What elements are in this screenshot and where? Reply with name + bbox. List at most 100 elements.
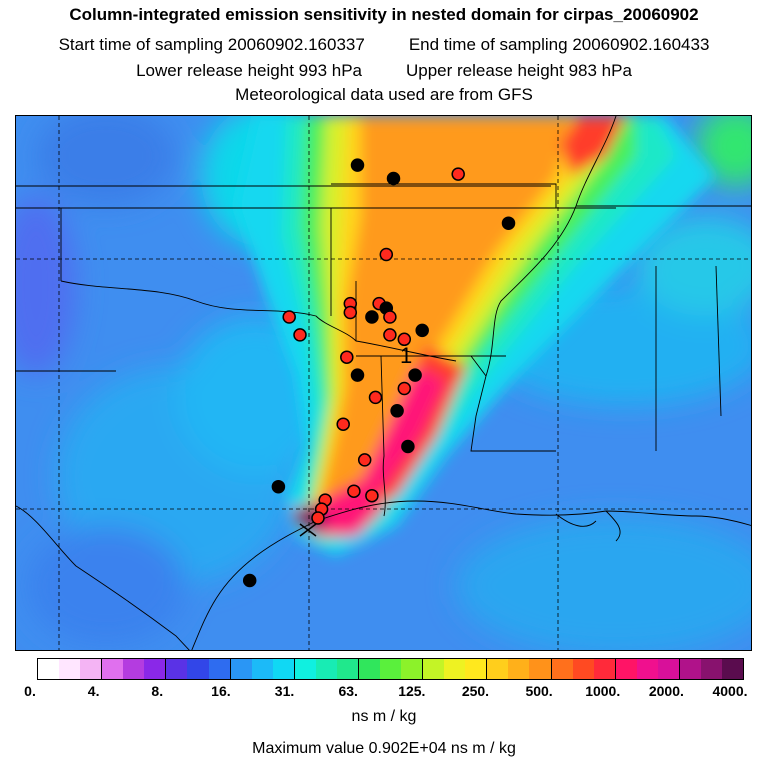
red-station-marker: [357, 453, 372, 467]
red-station-marker: [397, 381, 412, 396]
colorbar-segment: [357, 659, 380, 679]
red-station-marker: [293, 328, 307, 342]
border-ar-north: [331, 183, 557, 208]
colorbar-segment: [529, 659, 551, 679]
upper-release: Upper release height 983 hPa: [406, 60, 632, 82]
black-station-marker: [390, 404, 404, 418]
colorbar-tick-label: 500.: [525, 683, 553, 699]
met-data-note: Meteorological data used are from GFS: [235, 85, 533, 104]
red-station-marker: [365, 488, 379, 503]
colorbar-labels: 0. 4. 8. 16. 31. 63. 125. 250. 500. 1000. 2000. 400…: [0, 683, 768, 703]
colorbar-segment: [700, 659, 722, 679]
colorbar-segment: [101, 659, 124, 679]
colorbar-segment: [38, 659, 60, 679]
colorbar-segment: [251, 659, 273, 679]
sampling-times: Start time of sampling 20060902.160337 E…: [0, 34, 768, 56]
colorbar-tick-label: 2000.: [648, 683, 684, 699]
black-station-marker: [350, 368, 365, 382]
red-station-marker: [282, 310, 296, 324]
units-label: ns m / kg: [351, 708, 417, 725]
red-station-marker: [343, 305, 358, 320]
end-time: End time of sampling 20060902.160433: [409, 34, 710, 56]
upper-release-label: Upper release height: [406, 61, 564, 80]
borders: [16, 116, 751, 650]
station-markers: [242, 158, 516, 588]
map-canvas: 1: [16, 116, 751, 650]
black-station-marker: [365, 310, 379, 324]
release-label: 1: [400, 343, 412, 368]
colorbar-segment: [144, 659, 166, 679]
colorbar-segment: [123, 659, 145, 679]
colorbar-segment: [315, 659, 337, 679]
colorbar-tick-label: 125.: [398, 683, 426, 699]
colorbar-segment: [272, 659, 294, 679]
red-station-marker: [311, 511, 325, 525]
black-station-marker: [271, 479, 286, 494]
max-value: Maximum value 0.902E+04 ns m / kg: [252, 740, 516, 757]
colorbar-segment: [550, 659, 573, 679]
red-station-marker: [451, 167, 465, 181]
release-location: [299, 523, 317, 537]
end-time-label: End time of sampling: [408, 35, 568, 54]
black-station-marker: [408, 368, 422, 382]
colorbar-segment: [614, 659, 637, 679]
colorbar-segment: [636, 659, 658, 679]
graticule: [16, 116, 751, 650]
lower-release-label: Lower release height: [136, 61, 294, 80]
colorbar-segment: [59, 659, 81, 679]
colorbar-tick-label: 8.: [151, 683, 164, 699]
colorbar-segment: [572, 659, 594, 679]
colorbar-segment: [422, 659, 445, 679]
start-time-label: Start time of sampling: [58, 35, 223, 54]
plume: [236, 116, 716, 556]
border-la-west: [380, 355, 386, 517]
colorbar-tick-label: 16.: [211, 683, 231, 699]
release-heights: Lower release height 993 hPa Upper relea…: [0, 60, 768, 82]
black-station-marker: [386, 171, 401, 186]
colorbar-tick-label: 31.: [274, 683, 295, 699]
red-station-marker: [379, 247, 394, 262]
border-red-river: [60, 280, 457, 362]
end-time-value: 20060902.160433: [572, 35, 710, 54]
colorbar-segment: [444, 659, 466, 679]
colorbar-segment: [657, 659, 679, 679]
red-station-marker: [347, 484, 361, 498]
black-station-marker: [401, 439, 415, 454]
colorbar-segment: [678, 659, 701, 679]
sensitivity-map: 1: [15, 115, 752, 651]
colorbar-segment: [229, 659, 252, 679]
coast-gulf: [191, 500, 751, 650]
colorbar-tick-label: 1000.: [585, 683, 621, 699]
colorbar-tick-label: 0.: [24, 683, 36, 699]
lower-release-value: 993 hPa: [298, 61, 362, 80]
colorbar-segment: [165, 659, 188, 679]
black-station-marker: [501, 216, 516, 230]
colorbar-segment: [293, 659, 316, 679]
colorbar-tick-label: 250.: [461, 683, 490, 699]
plume-orange: [321, 116, 571, 516]
coast-bays: [555, 510, 621, 542]
border-la-north: [470, 355, 556, 452]
plume-magenta: [316, 366, 446, 526]
colorbar-segment: [593, 659, 615, 679]
black-station-marker: [350, 158, 365, 172]
colorbar-segment: [401, 659, 423, 679]
colorbar-segment: [336, 659, 358, 679]
colorbar-segment: [187, 659, 209, 679]
colorbar-segment: [208, 659, 230, 679]
red-station-marker: [336, 417, 350, 431]
red-station-marker: [383, 328, 397, 342]
colorbar-segment: [722, 659, 744, 679]
red-station-marker: [383, 310, 397, 324]
figure-title: Column-integrated emission sensitivity i…: [69, 5, 699, 24]
border-rio: [16, 505, 190, 650]
start-time-value: 20060902.160337: [227, 35, 365, 54]
black-station-marker: [242, 573, 257, 588]
black-station-marker: [415, 323, 429, 338]
red-station-marker: [340, 350, 354, 364]
red-station-marker: [397, 332, 412, 347]
colorbar-tick-label: 4.: [87, 683, 100, 699]
colorbar-tick-label: 4000.: [712, 683, 748, 699]
upper-release-value: 983 hPa: [568, 61, 632, 80]
colorbar-segment: [508, 659, 530, 679]
